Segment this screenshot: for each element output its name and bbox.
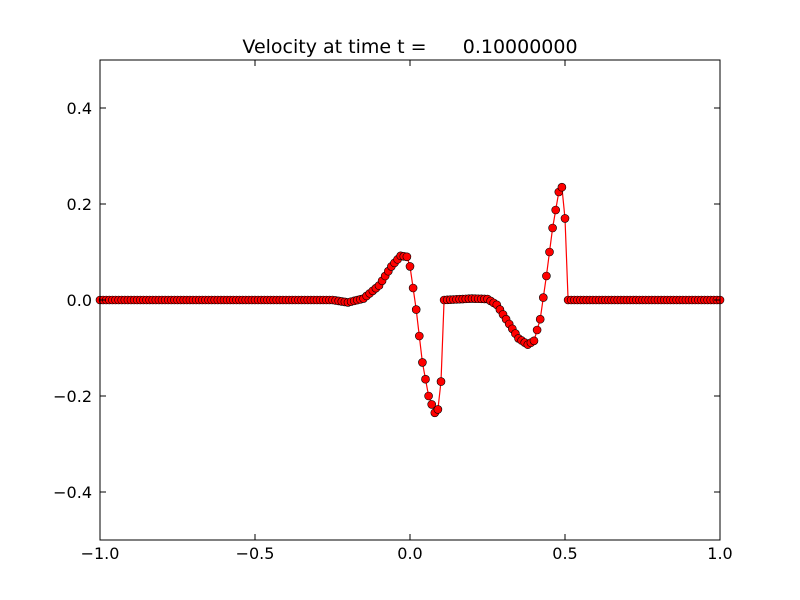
- y-tick-label: −0.4: [53, 483, 92, 502]
- data-point: [408, 283, 418, 293]
- data-point: [402, 252, 412, 262]
- x-tick-label: −1.0: [81, 544, 120, 563]
- data-point: [433, 405, 443, 414]
- y-tick-label: 0.2: [67, 195, 92, 214]
- data-point: [436, 377, 446, 386]
- plot-frame: [99, 59, 721, 541]
- y-tick-label: −0.2: [53, 387, 92, 406]
- x-tick-label: 0.5: [552, 544, 577, 563]
- data-point: [421, 374, 430, 384]
- data-point: [418, 358, 427, 367]
- y-tick-label: 0.4: [67, 99, 92, 118]
- x-tick-label: −0.5: [236, 544, 275, 563]
- data-point: [551, 205, 561, 215]
- x-tick-label: 0.0: [397, 544, 422, 563]
- data-point: [405, 262, 415, 271]
- x-tick-label: 1.0: [707, 544, 732, 563]
- data-point: [427, 400, 437, 409]
- data-point: [414, 331, 424, 341]
- data-point: [535, 314, 545, 324]
- chart-title: Velocity at time t = 0.10000000: [242, 36, 577, 58]
- data-point: [532, 325, 542, 335]
- series-layer: [95, 182, 725, 418]
- data-point: [542, 271, 551, 281]
- data-point: [529, 336, 539, 346]
- data-point: [548, 223, 557, 233]
- y-tick-label: 0.0: [67, 291, 92, 310]
- data-point: [560, 214, 570, 223]
- data-point: [557, 182, 567, 192]
- data-point: [411, 305, 421, 314]
- data-point: [424, 391, 433, 401]
- ticks-layer: −1.0 −0.5 0.0 0.5 1.0 −0.4 −0.2 0.0 0.2 0.4: [53, 60, 733, 563]
- data-point: [538, 293, 548, 302]
- data-point: [545, 247, 554, 257]
